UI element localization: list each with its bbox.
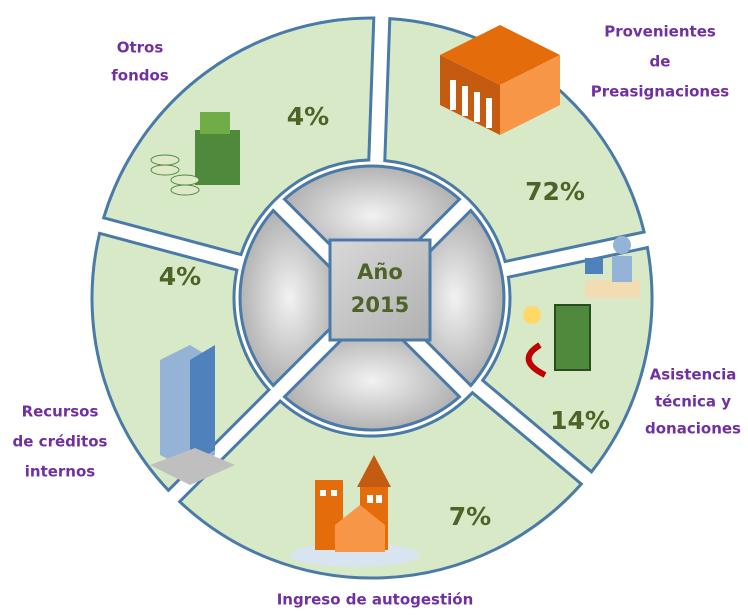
money-icon [150, 112, 240, 196]
segment-label: Ingreso de autogestión [277, 591, 474, 609]
segment-label: de [650, 53, 671, 71]
segment-percent: 4% [287, 102, 329, 131]
segment-percent: 4% [159, 262, 201, 291]
center-label: 2015 [351, 293, 409, 317]
center-label: Año [357, 260, 403, 284]
segment-percent: 14% [550, 406, 610, 435]
segment-label: Asistencia [650, 366, 737, 384]
segment-label: técnica y [655, 393, 731, 411]
segment-label: Provenientes [604, 23, 716, 41]
segment-label: donaciones [645, 420, 741, 438]
town-icon [290, 455, 420, 567]
segment-label: Otros [117, 39, 164, 57]
segment-label: de créditos [13, 433, 108, 451]
segment-label: internos [25, 463, 96, 481]
tower-icon [150, 345, 235, 485]
segment-percent: 72% [525, 177, 585, 206]
office-icon [523, 236, 640, 378]
segment-label: Recursos [22, 403, 99, 421]
bank-icon [440, 25, 560, 135]
segment-percent: 7% [449, 502, 491, 531]
center-box [328, 238, 432, 342]
segment-label: Preasignaciones [591, 83, 729, 101]
segment-label: fondos [111, 67, 169, 85]
